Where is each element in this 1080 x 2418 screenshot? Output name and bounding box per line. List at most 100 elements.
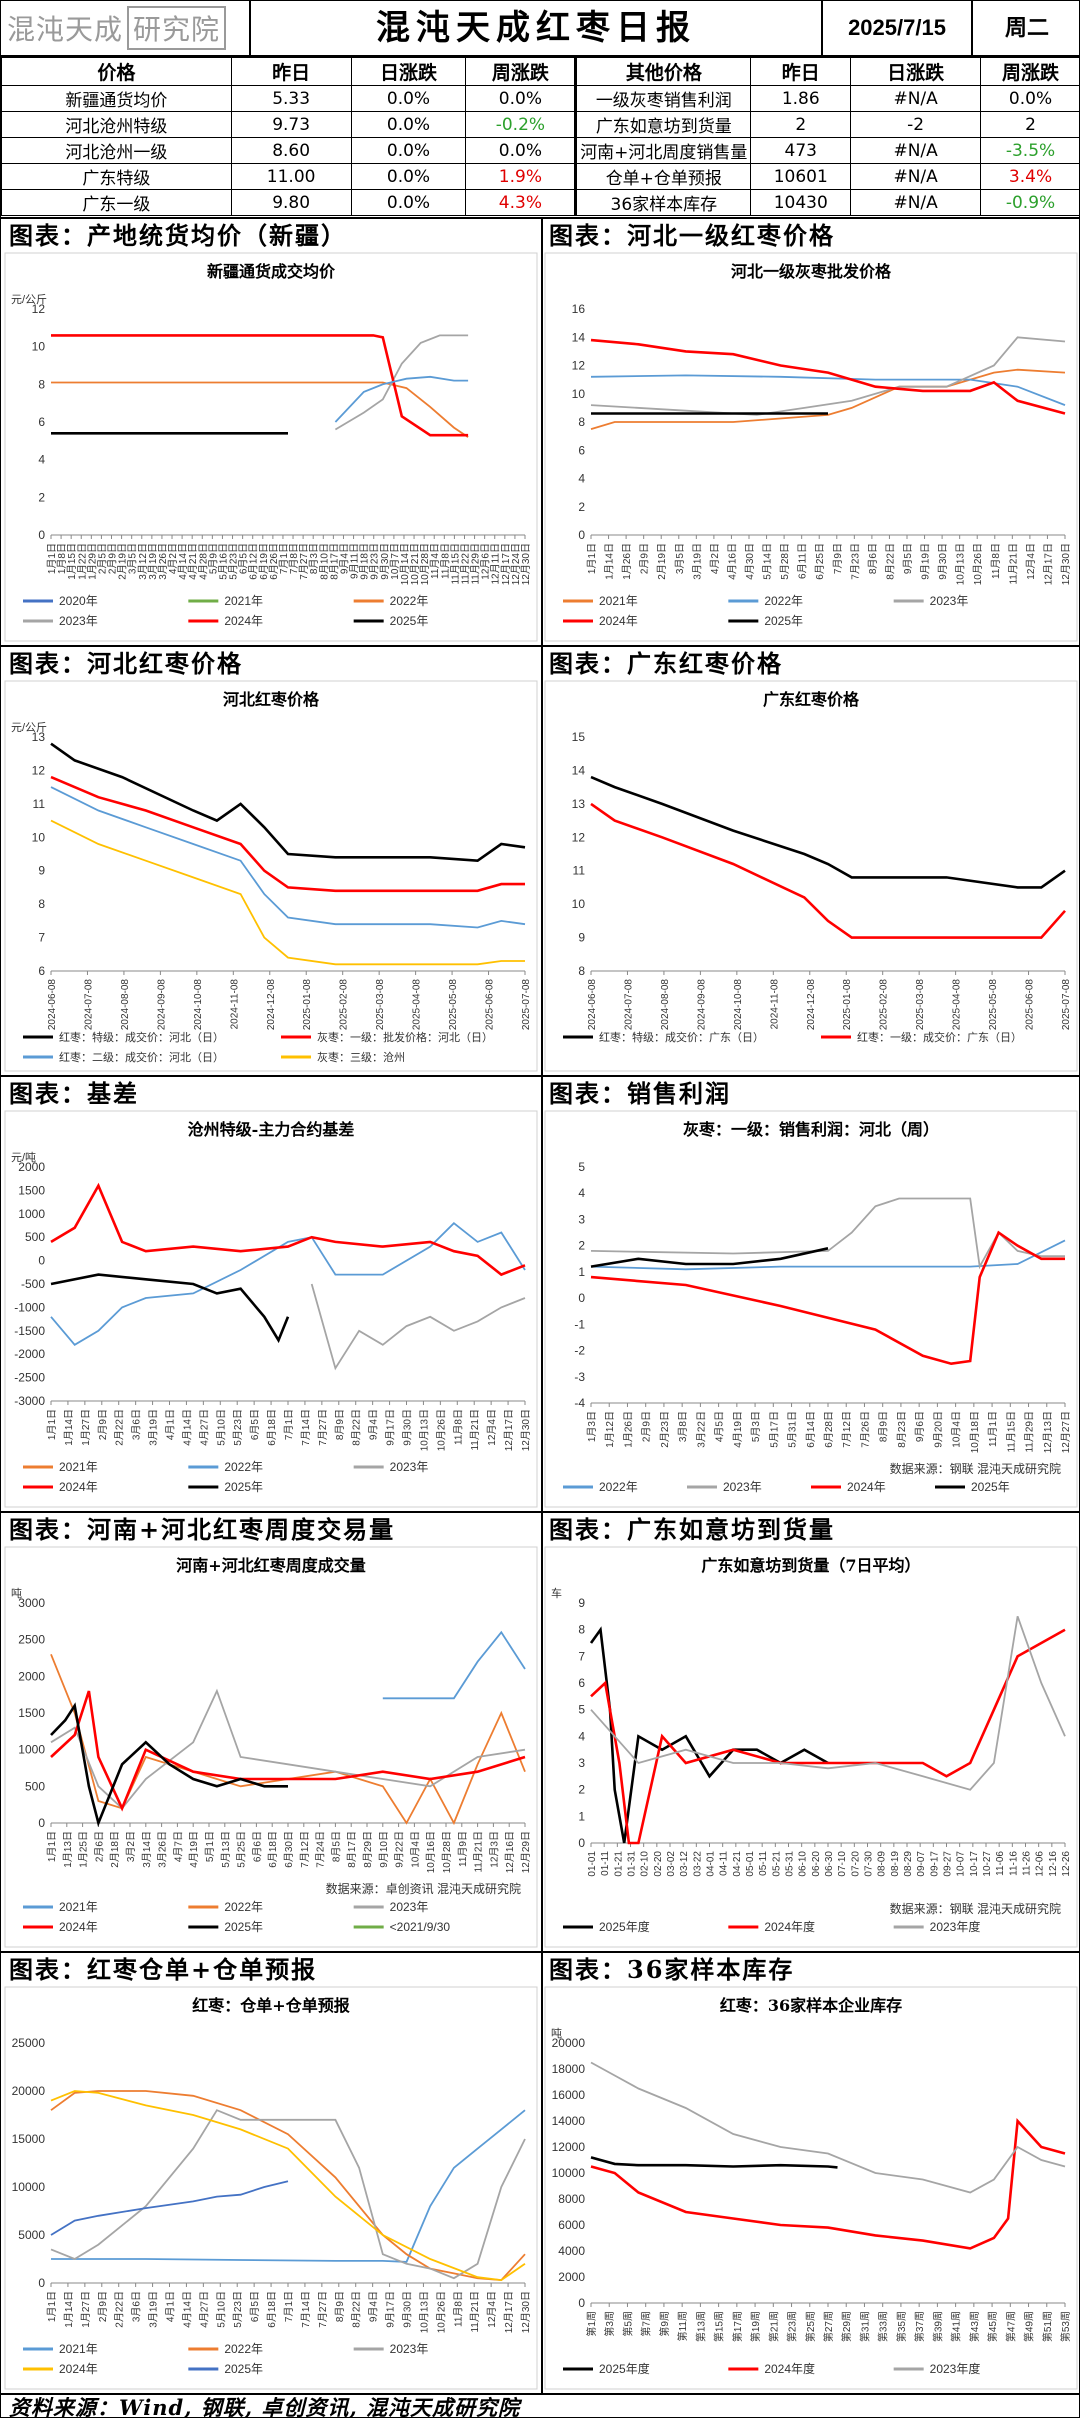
x-tick-label: 7月26日 (859, 1411, 871, 1448)
table-cell: 河南+河北周度销售量 (574, 137, 752, 164)
y-tick-label: 0 (578, 2296, 585, 2310)
y-tick-label: -1 (574, 1317, 585, 1331)
y-tick-label: 4 (38, 453, 45, 467)
y-tick-label: 11 (33, 797, 46, 811)
chart-title: 广东如意坊到货量（7日平均） (701, 1556, 920, 1575)
x-tick-label: 4月16日 (726, 543, 738, 580)
panel-title: 图表：河北红枣价格 (1, 645, 541, 679)
chart-title: 河北一级灰枣批发价格 (731, 262, 892, 281)
x-tick-label: 03-02 (666, 1851, 677, 1877)
series-line (382, 1630, 526, 1700)
y-tick-label: 25000 (12, 2036, 46, 2050)
y-tick-label: 15 (572, 730, 586, 744)
y-tick-label: -2 (574, 1344, 585, 1358)
x-tick-label: 1月14日 (63, 1409, 75, 1446)
x-tick-label: 11月21日 (473, 1831, 485, 1873)
x-tick-label: 9月6日 (914, 1411, 926, 1442)
y-tick-label: 3 (578, 1756, 585, 1770)
y-tick-label: 5000 (18, 2228, 45, 2242)
series-line (590, 1615, 1066, 1791)
chart-panel: 图表：产地统货均价（新疆） 新疆通货成交均价 元/公斤 0 2 4 6 8 10 12 1月1日 1月… (1, 217, 541, 645)
column-header: 其他价格 (574, 57, 752, 86)
x-tick-label: 11月22日 (459, 543, 471, 585)
chart-frame (4, 1546, 538, 1948)
x-tick-label: 2月23日 (659, 1411, 671, 1448)
x-tick-label: 05-01 (745, 1851, 756, 1877)
x-tick-label: 1月27日 (80, 1409, 92, 1446)
table-cell: 河北沧州特级 (1, 111, 232, 138)
table-cell: 新疆通货均价 (1, 85, 232, 112)
legend-label: 2025年 (224, 2362, 263, 2376)
x-tick-label: 4月7日 (172, 1831, 184, 1862)
x-tick-label: 7月8日 (288, 543, 300, 574)
panel-title: 图表：产地统货均价（新疆） (1, 217, 541, 251)
series-line (50, 786, 526, 929)
chart-svg: 河北一级灰枣批发价格 0 2 4 6 8 10 12 14 16 1月1日 1月14日 1月26日 2月9… (544, 252, 1078, 642)
y-axis-unit: 车 (551, 1586, 562, 1600)
table-cell: 473 (750, 137, 852, 164)
y-axis-unit: 元/公斤 (11, 721, 47, 734)
column-header: 周涨跌 (980, 57, 1080, 86)
x-tick-label: 8月22日 (884, 543, 896, 580)
x-tick-label: 4月14日 (177, 543, 189, 580)
data-source-note: 数据来源：钢联 混沌天成研究院 (890, 1901, 1061, 1916)
table-cell: 10430 (750, 189, 852, 216)
panel-title: 图表：基差 (1, 1075, 541, 1109)
legend-label: 2025年度 (599, 1919, 650, 1934)
x-tick-label: 6月18日 (267, 1831, 279, 1868)
x-tick-label: 10月26日 (972, 543, 984, 585)
legend-label: 灰枣：三级：沧州 (317, 1050, 405, 1064)
x-tick-label: 10月26日 (435, 2291, 447, 2333)
chart-svg: 灰枣：一级：销售利润：河北（周） -4 -3 -2 -1 0 1 2 3 4 5 1月3日 1月12日 1… (544, 1110, 1078, 1508)
x-tick-label: 7月27日 (317, 2291, 329, 2328)
x-tick-label: 4月2日 (167, 543, 179, 574)
x-tick-label: 07-20 (850, 1851, 861, 1877)
x-tick-label: 第45周 (986, 2311, 999, 2342)
x-tick-label: 第33周 (877, 2311, 890, 2342)
x-tick-label: 10月28日 (419, 543, 431, 585)
chart-title: 河南+河北红枣周度成交量 (176, 1556, 365, 1575)
y-tick-label: 1000 (18, 1743, 45, 1757)
legend-label: 2023年 (390, 1900, 429, 1914)
x-tick-label: 5月28日 (779, 543, 791, 580)
x-tick-label: 5月23日 (232, 2291, 244, 2328)
series-line (50, 1702, 288, 1828)
x-tick-label: 1月14日 (63, 2291, 75, 2328)
x-tick-label: 2月9日 (641, 1411, 653, 1442)
x-tick-label: 2024-08-08 (660, 979, 671, 1031)
x-tick-label: 第17周 (731, 2311, 744, 2342)
x-tick-label: 2024-10-08 (733, 979, 744, 1031)
x-tick-label: 1月14日 (604, 543, 616, 580)
column-header: 昨日 (750, 57, 852, 86)
x-tick-label: 第35周 (895, 2311, 908, 2342)
chart-panel: 图表：广东红枣价格 广东红枣价格 8 9 10 11 12 13 14 15 2024-06-08 2… (541, 645, 1080, 1075)
legend-label: 红枣：特级：成交价：河北（日） (59, 1030, 224, 1044)
x-tick-label: 11月8日 (990, 543, 1002, 579)
table-cell: 2 (980, 111, 1080, 138)
chart-frame (4, 252, 538, 642)
table-cell: -0.9% (980, 189, 1080, 216)
x-tick-label: 第7周 (640, 2311, 653, 2337)
x-tick-label: 10-17 (969, 1851, 980, 1877)
x-tick-label: 3月19日 (691, 543, 703, 580)
x-tick-label: 3月12日 (137, 543, 149, 580)
legend-label: 2024年度 (764, 2361, 815, 2376)
x-tick-label: 8月17日 (328, 543, 340, 580)
x-tick-label: 04-01 (706, 1851, 717, 1877)
y-tick-label: 8 (578, 964, 585, 978)
table-cell: 广东如意坊到货量 (574, 111, 752, 138)
y-tick-label: -1500 (14, 1324, 45, 1338)
series-line (50, 2090, 526, 2282)
x-tick-label: 5月10日 (215, 1409, 227, 1446)
x-tick-label: 11月15日 (449, 543, 461, 585)
x-tick-label: 12月4日 (486, 1409, 498, 1446)
y-tick-label: 6 (38, 964, 45, 978)
x-tick-label: 第19周 (749, 2311, 762, 2342)
y-tick-label: 11 (573, 864, 586, 878)
x-tick-label: 08-09 (877, 1851, 888, 1877)
chart-title: 红枣：仓单+仓单预报 (192, 1996, 349, 2015)
legend-label: 2022年 (224, 1900, 263, 1914)
y-tick-label: 2 (578, 1783, 585, 1797)
